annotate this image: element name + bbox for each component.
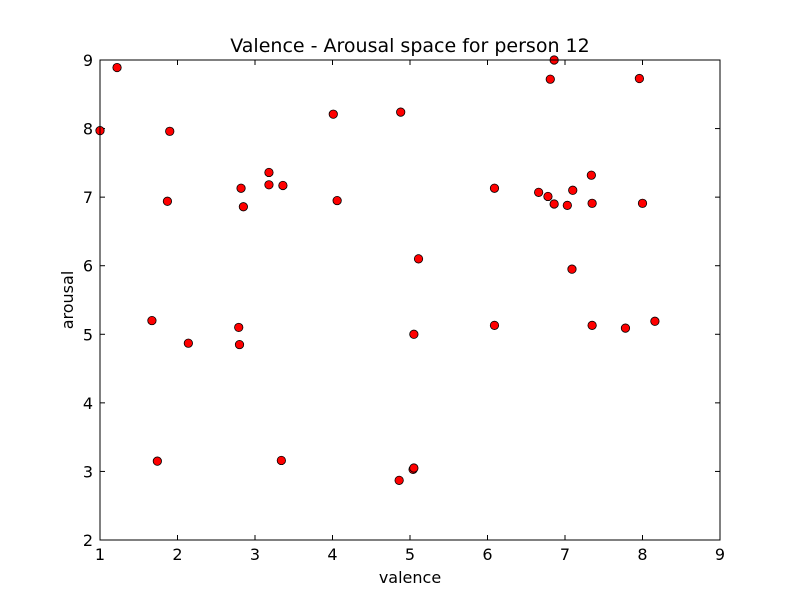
data-point — [489, 320, 500, 330]
data-point — [234, 339, 245, 350]
data-point — [183, 338, 193, 348]
data-point — [534, 187, 544, 197]
data-point — [162, 196, 173, 206]
data-point — [543, 191, 553, 202]
data-point — [549, 199, 559, 209]
data-point — [545, 74, 555, 84]
data-point — [586, 170, 596, 180]
y-tick-label: 6 — [83, 257, 93, 276]
x-tick-label: 7 — [560, 545, 570, 564]
x-tick-label: 1 — [95, 545, 105, 564]
data-point — [165, 126, 175, 136]
points-layer — [95, 55, 660, 485]
data-point — [489, 183, 500, 193]
data-point — [328, 109, 338, 119]
data-point — [650, 316, 660, 326]
data-point — [234, 322, 244, 333]
x-tick-label: 6 — [482, 545, 492, 564]
x-tick-label: 8 — [637, 545, 647, 564]
data-point — [394, 475, 404, 485]
data-point — [276, 455, 286, 466]
data-point — [264, 180, 274, 190]
data-point — [562, 200, 572, 210]
x-tick-label: 2 — [172, 545, 182, 564]
data-point — [152, 456, 162, 466]
data-point — [396, 107, 406, 117]
data-point — [278, 180, 288, 191]
x-axis-label: valence — [379, 568, 441, 587]
y-tick-label: 8 — [83, 120, 93, 139]
chart-title: Valence - Arousal space for person 12 — [230, 35, 589, 57]
x-tick-label: 5 — [405, 545, 415, 564]
data-point — [620, 323, 631, 333]
y-axis-label: arousal — [58, 271, 77, 330]
x-tick-label: 3 — [250, 545, 260, 564]
data-point — [587, 320, 597, 330]
data-point — [264, 167, 274, 178]
data-point — [587, 198, 597, 208]
data-point — [332, 195, 342, 206]
plot-frame — [99, 59, 721, 541]
data-point — [147, 315, 157, 326]
y-tick-label: 7 — [83, 188, 93, 207]
data-point — [409, 329, 419, 339]
data-point — [413, 254, 424, 264]
y-tick-label: 9 — [83, 51, 93, 70]
y-tick-label: 3 — [83, 462, 93, 481]
data-point — [236, 183, 246, 193]
plot-background — [100, 60, 720, 540]
data-point — [238, 202, 248, 212]
data-point — [409, 463, 419, 473]
y-tick-label: 5 — [83, 325, 93, 344]
y-tick-label: 4 — [83, 394, 93, 413]
data-point — [112, 62, 122, 73]
data-point — [568, 185, 578, 195]
data-point — [567, 264, 577, 274]
data-point — [637, 198, 648, 208]
y-tick-label: 2 — [83, 531, 93, 550]
x-tick-label: 4 — [327, 545, 337, 564]
x-tick-label: 9 — [715, 545, 725, 564]
data-point — [634, 73, 645, 84]
